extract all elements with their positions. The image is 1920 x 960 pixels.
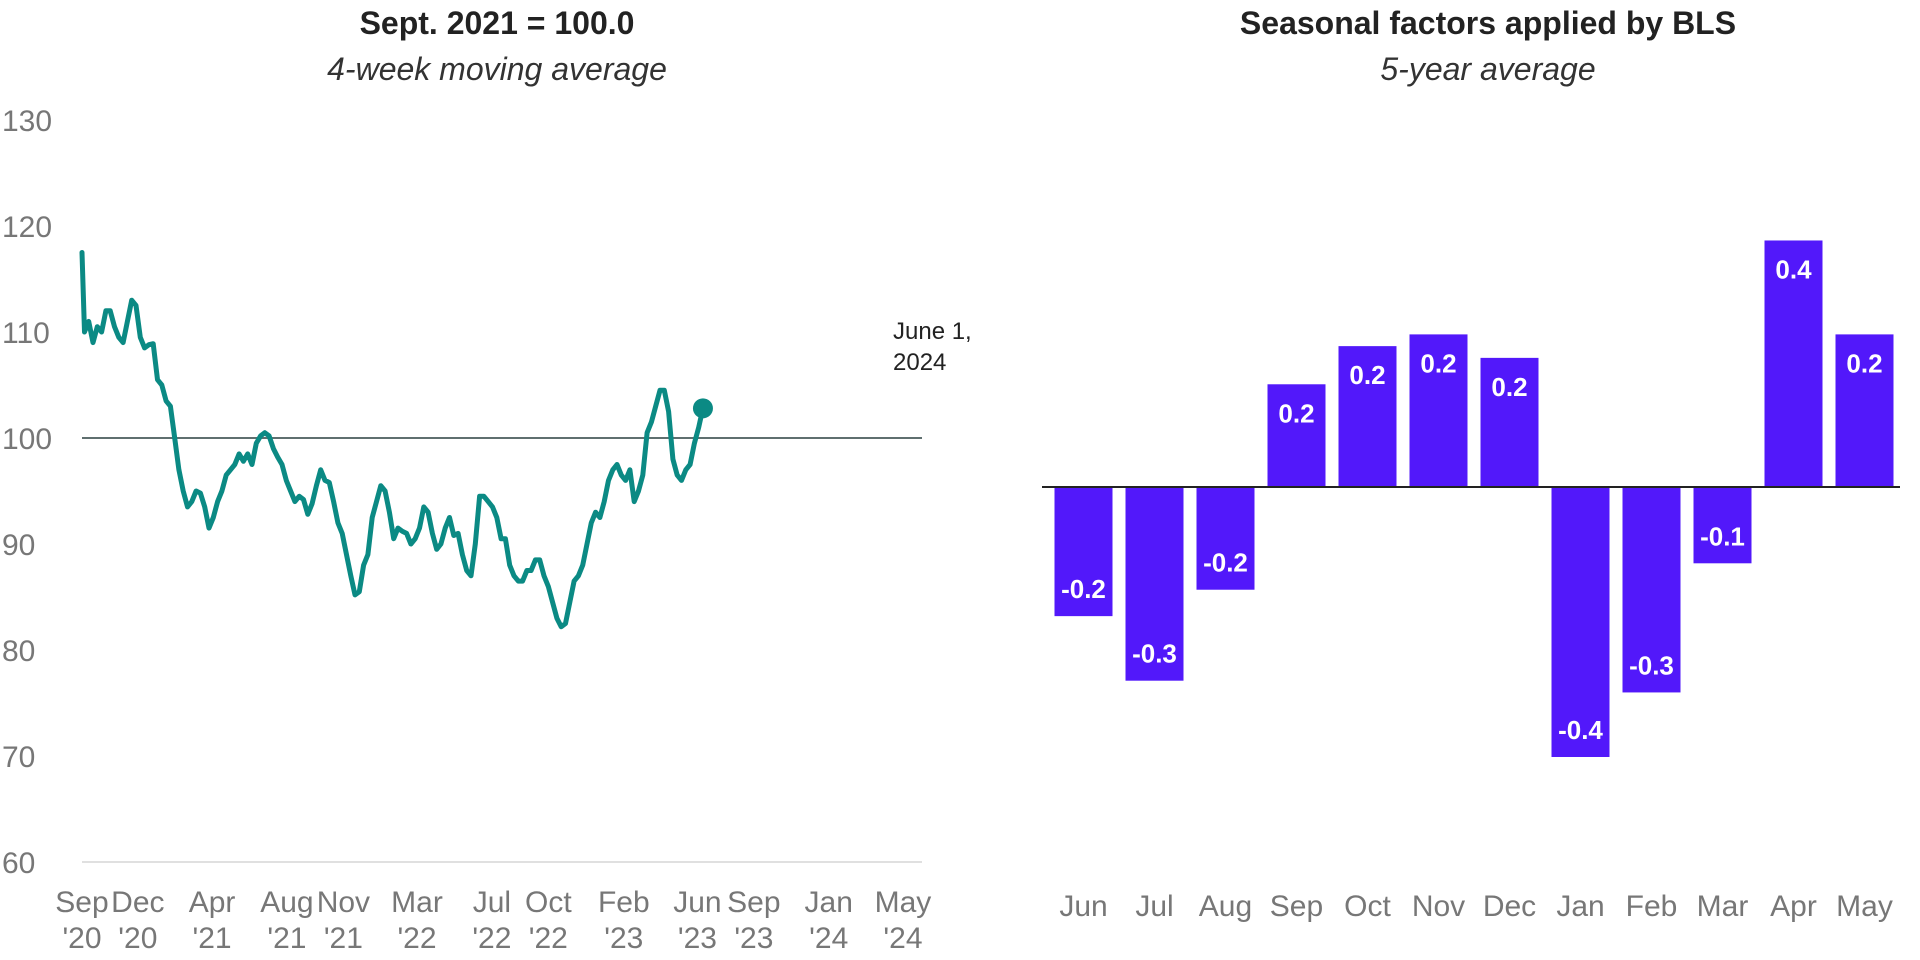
endpoint-annotation-line2: 2024 <box>893 349 946 376</box>
bar-chart: Seasonal factors applied by BLS 5-year a… <box>1042 5 1900 923</box>
endpoint-annotation-line1: June 1, <box>893 318 972 345</box>
bar-value-label: 0.2 <box>1420 348 1456 378</box>
x-tick-label-year: '21 <box>193 922 232 955</box>
line-chart-x-axis: Sep'20Dec'20Apr'21Aug'21Nov'21Mar'22Jul'… <box>55 886 931 955</box>
x-tick-label-year: '20 <box>118 922 157 955</box>
bar <box>1551 487 1610 757</box>
bar <box>1267 384 1326 487</box>
y-tick-label: 80 <box>2 635 35 668</box>
y-tick-label: 130 <box>2 105 52 138</box>
bar <box>1622 487 1681 693</box>
bar-chart-x-axis: Jun Jul Aug Sep Oct Nov Dec Jan Feb Mar Apr May <box>1059 890 1893 923</box>
x-tick-label-year: '23 <box>678 922 717 955</box>
x-tick-label-month: May <box>875 886 932 919</box>
bar-value-label: -0.4 <box>1558 715 1603 745</box>
bar-value-label: 0.2 <box>1491 372 1527 402</box>
bar-value-label: -0.2 <box>1061 574 1106 604</box>
x-tick-label-year: '24 <box>809 922 848 955</box>
x-tick-label-year: '22 <box>529 922 568 955</box>
x-tick-label: Nov <box>1412 890 1465 923</box>
bar-value-label: 0.2 <box>1349 360 1385 390</box>
bar <box>1196 487 1255 590</box>
x-tick-label-month: Jul <box>473 886 511 919</box>
x-tick-label-month: Apr <box>189 886 236 919</box>
line-chart-title: Sept. 2021 = 100.0 <box>360 5 635 41</box>
x-tick-label-year: '24 <box>883 922 922 955</box>
y-tick-label: 100 <box>2 423 52 456</box>
x-tick-label-month: Dec <box>111 886 164 919</box>
x-tick-label-year: '23 <box>734 922 773 955</box>
x-tick-label: Dec <box>1483 890 1536 923</box>
bar-value-label: -0.3 <box>1629 650 1674 680</box>
bar-chart-subtitle: 5-year average <box>1380 51 1595 87</box>
y-tick-label: 60 <box>2 847 35 880</box>
bar <box>1125 487 1184 681</box>
y-tick-label: 90 <box>2 529 35 562</box>
bar-value-label: 0.2 <box>1846 348 1882 378</box>
x-tick-label-year: '23 <box>604 922 643 955</box>
x-tick-label: Jan <box>1556 890 1604 923</box>
bar-chart-bars: -0.2 -0.3 -0.2 0.2 0.2 0.2 0.2 -0.4 -0.3 -0.1 0.4 0… <box>1054 240 1894 757</box>
series-line <box>79 250 706 630</box>
x-tick-label-month: Sep <box>727 886 780 919</box>
x-tick-label-month: Sep <box>55 886 108 919</box>
x-tick-label-month: Oct <box>525 886 572 919</box>
bar-value-label: -0.2 <box>1203 548 1248 578</box>
x-tick-label-month: Jun <box>673 886 721 919</box>
bar <box>1764 240 1823 487</box>
y-tick-label: 120 <box>2 211 52 244</box>
x-tick-label-year: '20 <box>62 922 101 955</box>
bar-value-label: -0.3 <box>1132 639 1177 669</box>
bar <box>1409 334 1468 487</box>
line-chart: Sept. 2021 = 100.0 4-week moving average… <box>2 5 972 955</box>
x-tick-label: Jun <box>1059 890 1107 923</box>
x-tick-label: Feb <box>1626 890 1678 923</box>
x-tick-label: Mar <box>1697 890 1749 923</box>
line-chart-subtitle: 4-week moving average <box>327 51 667 87</box>
x-tick-label: Apr <box>1770 890 1817 923</box>
x-tick-label: Sep <box>1270 890 1323 923</box>
x-tick-label-year: '22 <box>397 922 436 955</box>
bar <box>1693 487 1752 564</box>
bar-value-label: 0.4 <box>1775 254 1812 284</box>
y-tick-label: 70 <box>2 741 35 774</box>
x-tick-label-month: Nov <box>317 886 370 919</box>
x-tick-label-month: Mar <box>391 886 443 919</box>
x-tick-label: May <box>1836 890 1893 923</box>
bar <box>1480 357 1539 487</box>
x-tick-label-month: Jan <box>805 886 853 919</box>
bar <box>1835 334 1894 487</box>
x-tick-label: Aug <box>1199 890 1252 923</box>
bar-value-label: -0.1 <box>1700 521 1745 551</box>
bar-chart-title: Seasonal factors applied by BLS <box>1240 5 1736 41</box>
bar <box>1338 346 1397 487</box>
x-tick-label-month: Aug <box>260 886 313 919</box>
endpoint-marker <box>692 398 713 419</box>
bar <box>1054 487 1113 617</box>
x-tick-label: Oct <box>1344 890 1391 923</box>
bar-value-label: 0.2 <box>1278 398 1314 428</box>
x-tick-label-year: '22 <box>472 922 511 955</box>
line-chart-y-axis: 60 70 80 90 100 110 120 130 <box>2 105 52 880</box>
x-tick-label-year: '21 <box>324 922 363 955</box>
x-tick-label-month: Feb <box>598 886 650 919</box>
x-tick-label-year: '21 <box>267 922 306 955</box>
y-tick-label: 110 <box>2 317 50 350</box>
x-tick-label: Jul <box>1135 890 1173 923</box>
